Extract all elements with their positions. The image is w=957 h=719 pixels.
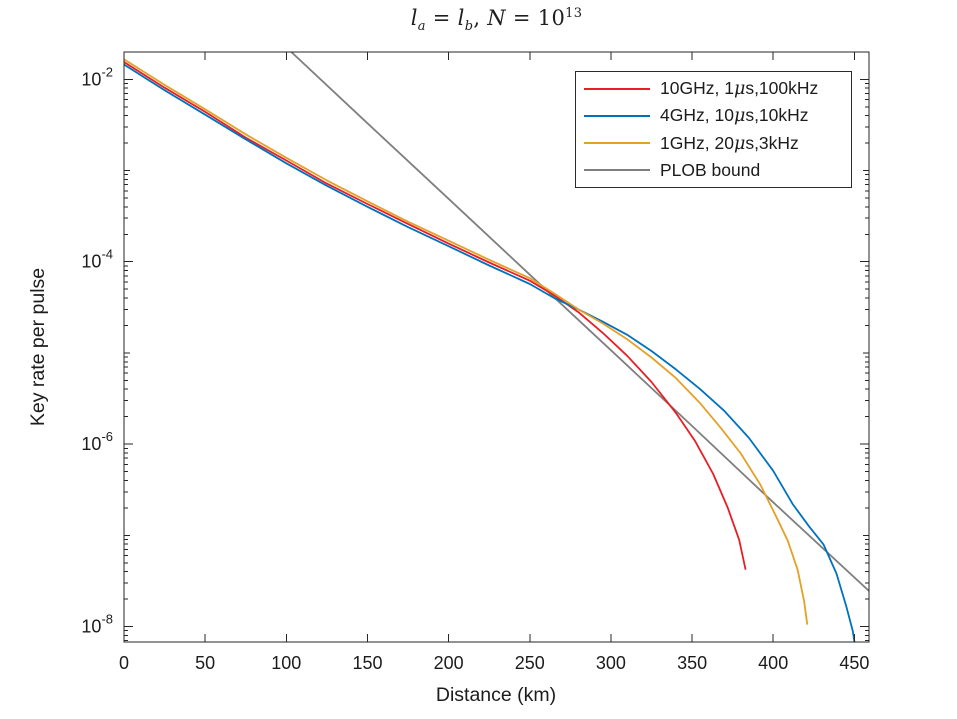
x-tick-label: 350: [677, 653, 707, 673]
y-tick-label: 10-6: [81, 429, 113, 454]
y-tick-label: 10-2: [81, 64, 113, 89]
x-axis-label: Distance (km): [436, 684, 556, 706]
legend-line-blue: [584, 114, 650, 117]
title-sub-a: a: [417, 19, 426, 35]
legend-item-plob: PLOB bound: [576, 157, 851, 184]
y-axis-label: Key rate per pulse: [27, 268, 49, 426]
title-exponent: 13: [565, 6, 583, 21]
x-tick-label: 0: [119, 653, 129, 673]
series-line-plob: [290, 52, 869, 592]
legend-label: 4GHz, 10μs,10kHz: [660, 105, 809, 127]
legend-line-red: [584, 87, 650, 90]
legend-item-1ghz: 1GHz, 20μs,3kHz: [576, 130, 851, 157]
x-tick-label: 150: [352, 653, 382, 673]
legend-item-4ghz: 4GHz, 10μs,10kHz: [576, 102, 851, 129]
title-eq1: =: [425, 6, 458, 30]
x-tick-label: 200: [434, 653, 464, 673]
legend-line-gray: [584, 169, 650, 172]
x-tick-label: 400: [758, 653, 788, 673]
x-tick-label: 50: [195, 653, 215, 673]
legend-label: 1GHz, 20μs,3kHz: [660, 132, 799, 154]
title-sub-b: b: [464, 19, 474, 35]
legend-item-10ghz: 10GHz, 1μs,100kHz: [576, 75, 851, 102]
series-line-10ghz: [124, 61, 747, 570]
title-eq2: = 10: [505, 6, 566, 30]
y-tick-label: 10-4: [81, 247, 113, 272]
title-comma: ,: [473, 6, 488, 30]
series-line-1ghz: [124, 58, 809, 625]
legend-label: PLOB bound: [660, 159, 761, 180]
series-line-4ghz: [124, 63, 856, 642]
x-tick-label: 450: [839, 653, 869, 673]
chart-title: la = lb, N = 1013: [124, 6, 869, 34]
x-tick-label: 300: [596, 653, 626, 673]
mu-glyph: μ: [733, 106, 746, 127]
mu-glyph: μ: [733, 79, 746, 100]
title-var-n: N: [487, 6, 506, 30]
title-var-la: l: [410, 6, 418, 30]
x-tick-label: 250: [515, 653, 545, 673]
mu-glyph: μ: [733, 133, 746, 154]
legend: 10GHz, 1μs,100kHz 4GHz, 10μs,10kHz 1GHz,…: [575, 71, 852, 188]
y-tick-label: 10-8: [81, 612, 113, 637]
x-tick-label: 100: [271, 653, 301, 673]
legend-line-orange: [584, 142, 650, 145]
axes-box: [123, 51, 870, 643]
axes-group: 0 50 100 150 200 250 300 350 400 450 10-2 10-4 10-6 1…: [81, 51, 870, 673]
series-group: [124, 52, 869, 642]
title-var-lb: l: [457, 6, 465, 30]
legend-label: 10GHz, 1μs,100kHz: [660, 78, 819, 100]
